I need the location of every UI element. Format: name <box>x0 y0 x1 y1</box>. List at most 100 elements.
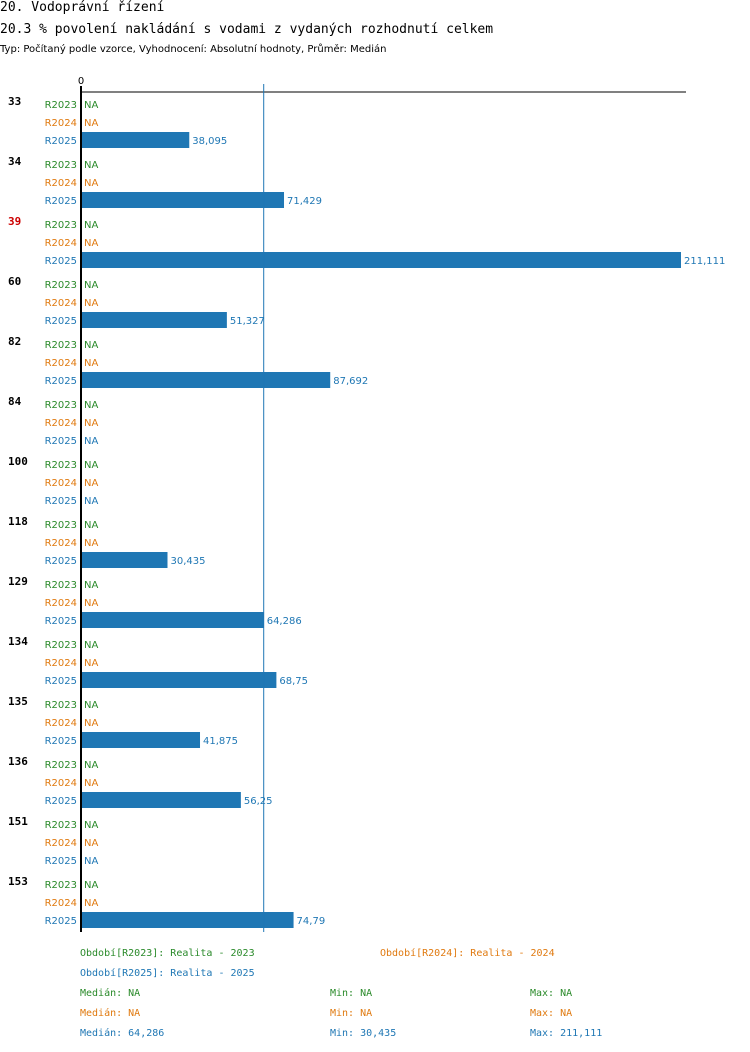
bar-134-R2025 <box>81 672 277 688</box>
na-label-34-R2024: NA <box>84 178 98 189</box>
bar-136-R2025 <box>81 792 241 808</box>
series-label-151-R2023: R2023 <box>45 820 77 831</box>
stat-r2025-max: Max: 211,111 <box>530 1028 603 1039</box>
group-label-34: 34 <box>8 155 22 168</box>
bar-129-R2025 <box>81 612 264 628</box>
series-label-100-R2025: R2025 <box>45 496 77 507</box>
group-label-82: 82 <box>8 335 21 348</box>
series-label-33-R2025: R2025 <box>45 136 77 147</box>
series-label-118-R2024: R2024 <box>45 538 77 549</box>
na-label-100-R2024: NA <box>84 478 98 489</box>
na-label-34-R2023: NA <box>84 160 98 171</box>
stat-r2024-median: Medián: NA <box>80 1008 141 1019</box>
legend-period-r2024: Období[R2024]: Realita - 2024 <box>380 948 555 959</box>
data-label-134-R2025: 68,75 <box>279 676 308 687</box>
chart-meta: Typ: Počítaný podle vzorce, Vyhodnocení:… <box>0 44 387 55</box>
series-label-129-R2023: R2023 <box>45 580 77 591</box>
stat-r2024-max: Max: NA <box>530 1008 573 1019</box>
bar-34-R2025 <box>81 192 285 208</box>
chart-subtitle: 20.3 % povolení nakládání s vodami z vyd… <box>0 22 494 37</box>
stat-r2023-max: Max: NA <box>530 988 573 999</box>
data-label-136-R2025: 56,25 <box>244 796 273 807</box>
series-label-33-R2024: R2024 <box>45 118 77 129</box>
data-label-118-R2025: 30,435 <box>170 556 205 567</box>
series-label-153-R2023: R2023 <box>45 880 77 891</box>
na-label-60-R2023: NA <box>84 280 98 291</box>
na-label-82-R2024: NA <box>84 358 98 369</box>
data-label-33-R2025: 38,095 <box>192 136 227 147</box>
group-label-84: 84 <box>8 395 22 408</box>
na-label-151-R2025: NA <box>84 856 98 867</box>
series-label-39-R2023: R2023 <box>45 220 77 231</box>
series-label-34-R2024: R2024 <box>45 178 77 189</box>
series-label-100-R2023: R2023 <box>45 460 77 471</box>
x-zero-label: 0 <box>78 76 84 87</box>
series-label-60-R2025: R2025 <box>45 316 77 327</box>
na-label-118-R2024: NA <box>84 538 98 549</box>
group-label-118: 118 <box>8 515 28 528</box>
series-label-134-R2025: R2025 <box>45 676 77 687</box>
stat-r2023-min: Min: NA <box>330 988 373 999</box>
series-label-39-R2025: R2025 <box>45 256 77 267</box>
bar-39-R2025 <box>81 252 681 268</box>
na-label-84-R2023: NA <box>84 400 98 411</box>
group-label-135: 135 <box>8 695 28 708</box>
na-label-82-R2023: NA <box>84 340 98 351</box>
data-label-129-R2025: 64,286 <box>267 616 302 627</box>
series-label-136-R2023: R2023 <box>45 760 77 771</box>
stat-r2024-min: Min: NA <box>330 1008 373 1019</box>
na-label-136-R2024: NA <box>84 778 98 789</box>
series-label-118-R2023: R2023 <box>45 520 77 531</box>
na-label-135-R2023: NA <box>84 700 98 711</box>
group-label-151: 151 <box>8 815 28 828</box>
bar-60-R2025 <box>81 312 227 328</box>
series-label-100-R2024: R2024 <box>45 478 77 489</box>
series-label-39-R2024: R2024 <box>45 238 77 249</box>
series-label-84-R2025: R2025 <box>45 436 77 447</box>
na-label-33-R2024: NA <box>84 118 98 129</box>
group-label-33: 33 <box>8 95 21 108</box>
na-label-60-R2024: NA <box>84 298 98 309</box>
series-label-84-R2023: R2023 <box>45 400 77 411</box>
data-label-82-R2025: 87,692 <box>333 376 368 387</box>
data-label-153-R2025: 74,79 <box>297 916 326 927</box>
na-label-39-R2023: NA <box>84 220 98 231</box>
series-label-153-R2025: R2025 <box>45 916 77 927</box>
series-label-34-R2025: R2025 <box>45 196 77 207</box>
series-label-82-R2025: R2025 <box>45 376 77 387</box>
series-label-135-R2025: R2025 <box>45 736 77 747</box>
series-label-134-R2023: R2023 <box>45 640 77 651</box>
na-label-100-R2023: NA <box>84 460 98 471</box>
page-title: 20. Vodoprávní řízení <box>0 0 165 15</box>
na-label-134-R2024: NA <box>84 658 98 669</box>
series-label-129-R2024: R2024 <box>45 598 77 609</box>
na-label-84-R2024: NA <box>84 418 98 429</box>
series-label-151-R2025: R2025 <box>45 856 77 867</box>
series-label-135-R2024: R2024 <box>45 718 77 729</box>
series-label-82-R2023: R2023 <box>45 340 77 351</box>
bar-118-R2025 <box>81 552 168 568</box>
na-label-135-R2024: NA <box>84 718 98 729</box>
series-label-34-R2023: R2023 <box>45 160 77 171</box>
series-label-60-R2024: R2024 <box>45 298 77 309</box>
group-label-100: 100 <box>8 455 28 468</box>
na-label-134-R2023: NA <box>84 640 98 651</box>
na-label-129-R2024: NA <box>84 598 98 609</box>
series-label-129-R2025: R2025 <box>45 616 77 627</box>
data-label-60-R2025: 51,327 <box>230 316 265 327</box>
legend-period-r2025: Období[R2025]: Realita - 2025 <box>80 968 255 979</box>
series-label-136-R2025: R2025 <box>45 796 77 807</box>
na-label-100-R2025: NA <box>84 496 98 507</box>
group-label-60: 60 <box>8 275 21 288</box>
series-label-118-R2025: R2025 <box>45 556 77 567</box>
data-label-135-R2025: 41,875 <box>203 736 238 747</box>
series-label-33-R2023: R2023 <box>45 100 77 111</box>
bar-82-R2025 <box>81 372 331 388</box>
data-label-39-R2025: 211,111 <box>684 256 725 267</box>
na-label-39-R2024: NA <box>84 238 98 249</box>
group-label-129: 129 <box>8 575 28 588</box>
series-label-134-R2024: R2024 <box>45 658 77 669</box>
group-label-39: 39 <box>8 215 21 228</box>
bar-33-R2025 <box>81 132 190 148</box>
legend-period-r2023: Období[R2023]: Realita - 2023 <box>80 948 255 959</box>
